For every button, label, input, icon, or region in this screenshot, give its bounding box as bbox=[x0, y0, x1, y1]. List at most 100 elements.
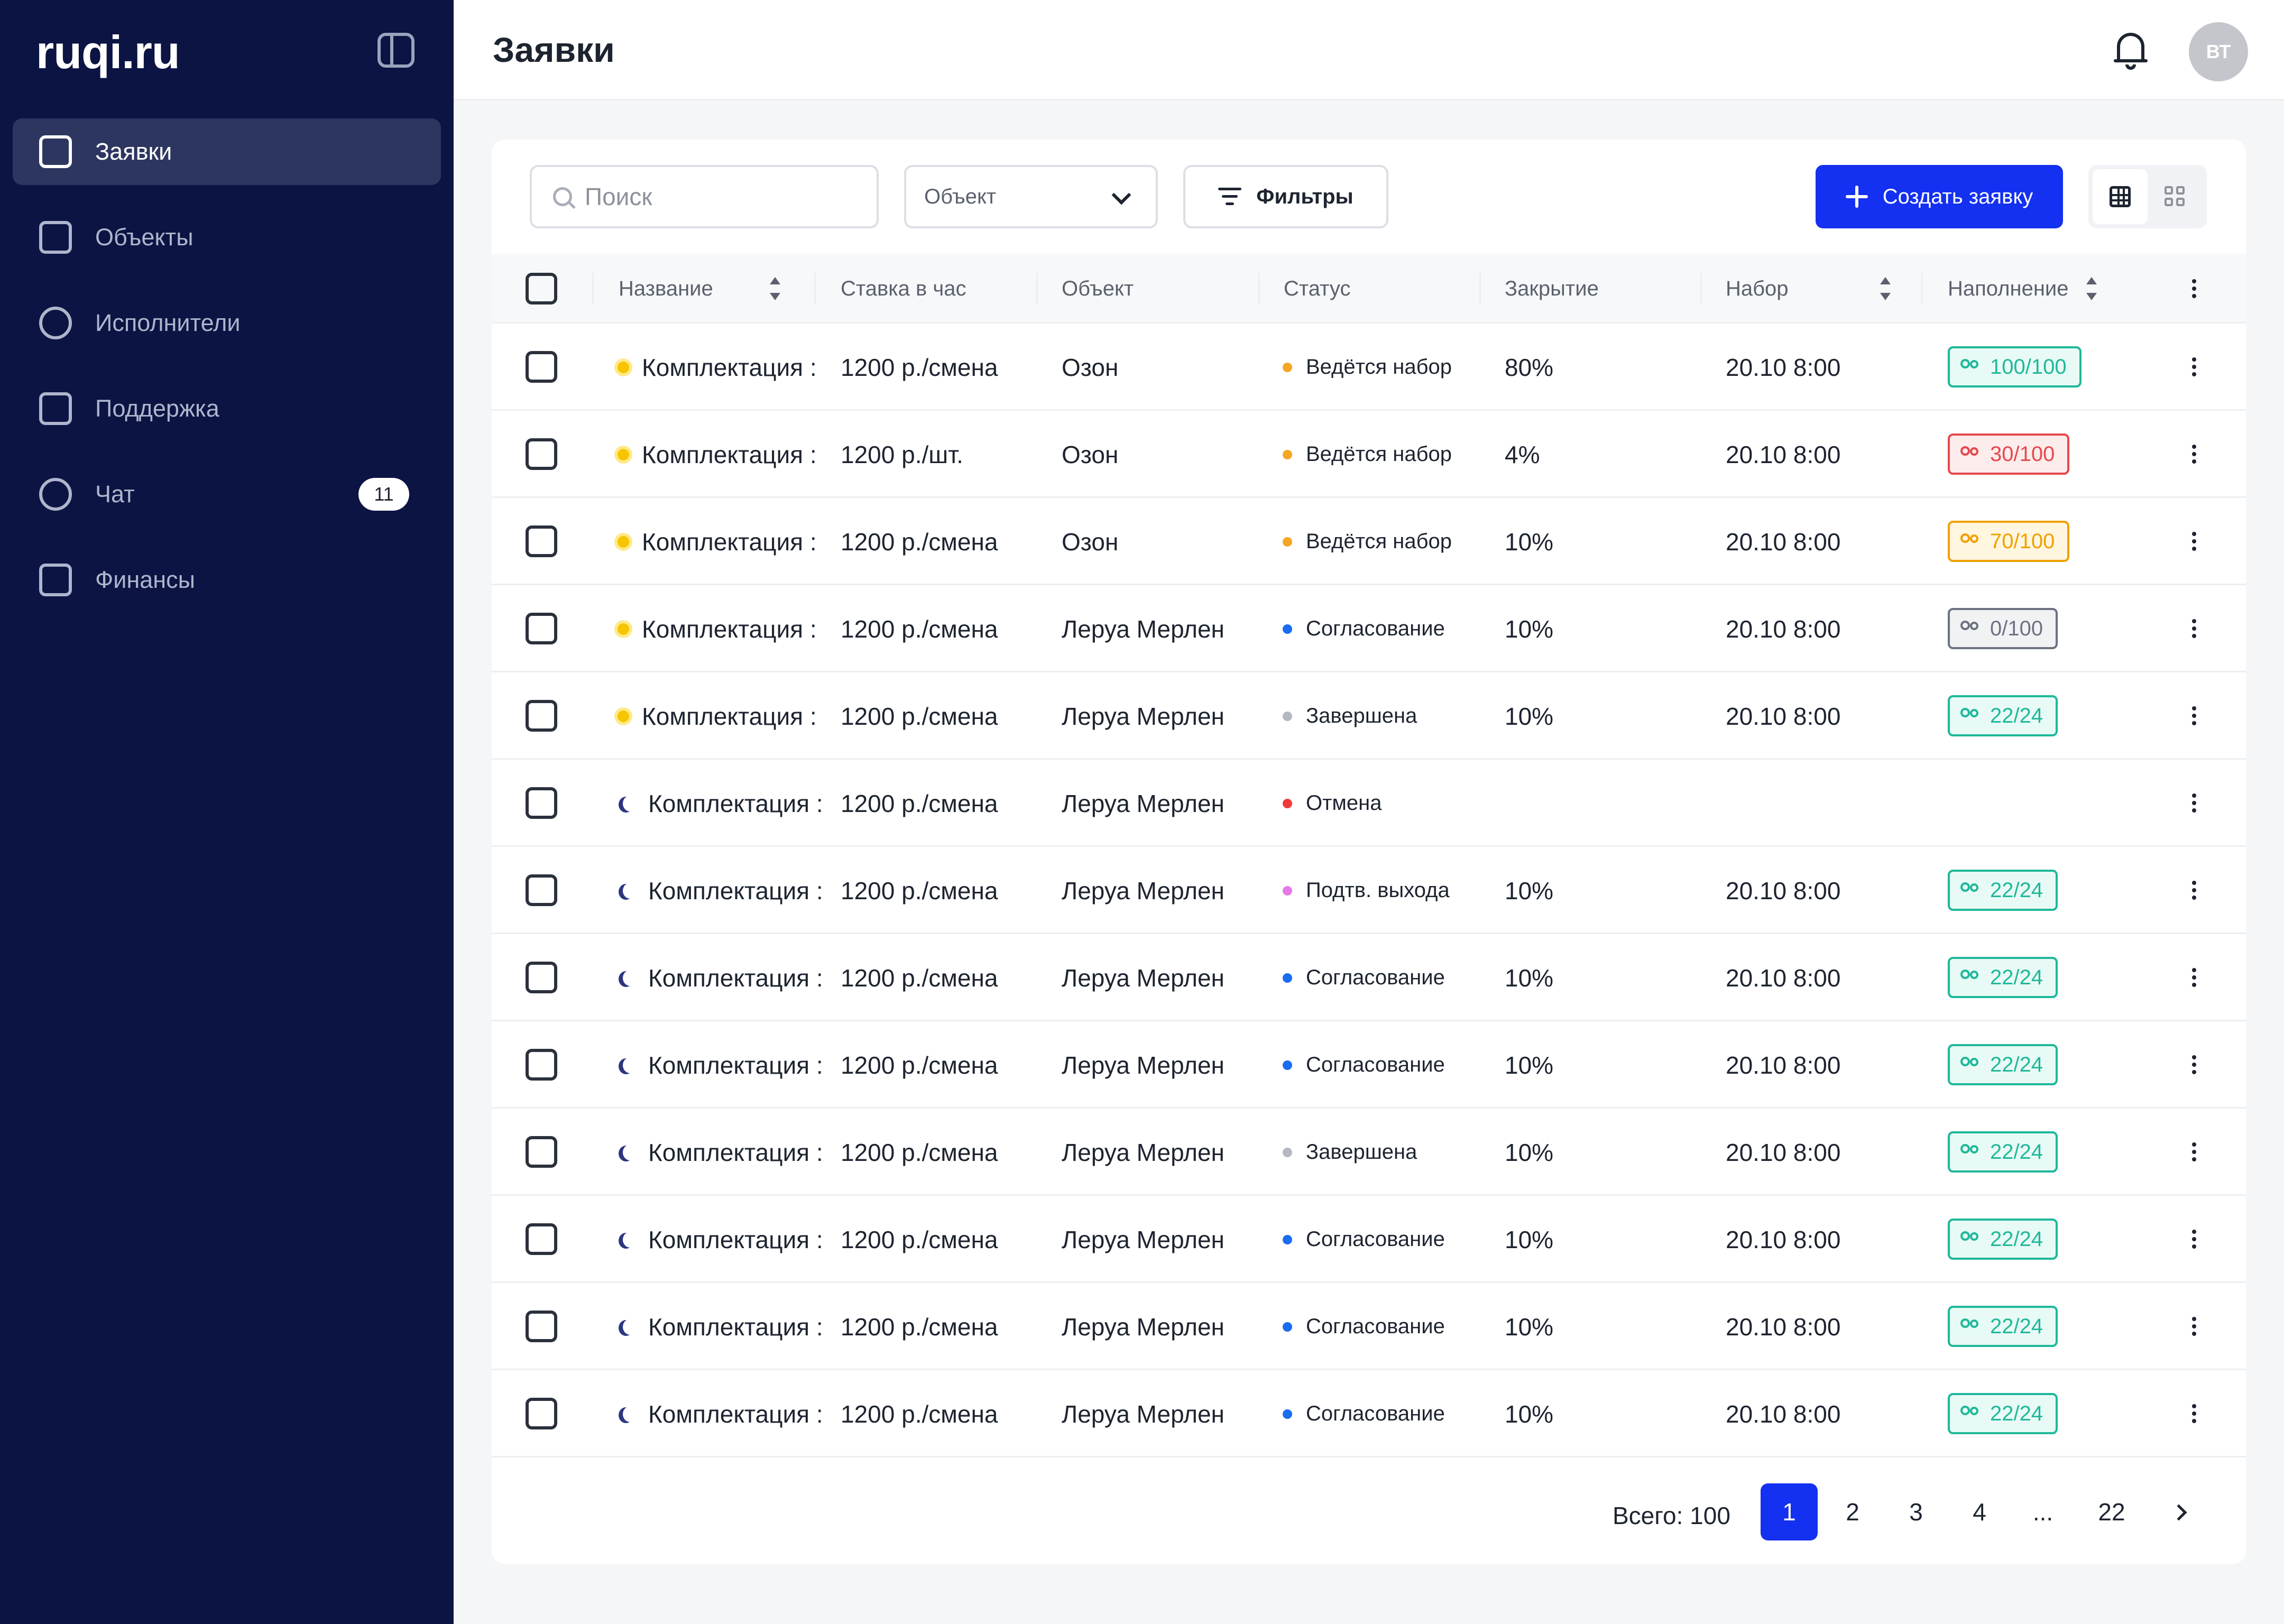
status-label: Ведётся набор bbox=[1306, 442, 1452, 466]
table-row: Комплектация : 1200 р./смена Леруа Мерлен С… bbox=[492, 1283, 2246, 1370]
row-menu-icon[interactable] bbox=[2192, 1317, 2196, 1336]
status-cell: Отмена bbox=[1283, 760, 1382, 847]
recruitment-cell: 20.10 8:00 bbox=[1726, 615, 1841, 643]
sidebar-item-executors[interactable]: Исполнители bbox=[13, 290, 441, 356]
object-select[interactable]: Объект bbox=[904, 165, 1158, 228]
row-menu-icon[interactable] bbox=[2192, 881, 2196, 900]
closing-cell: 10% bbox=[1505, 702, 1554, 730]
recruitment-cell: 20.10 8:00 bbox=[1726, 876, 1841, 905]
sidebar-collapse-icon[interactable] bbox=[377, 33, 415, 68]
sidebar-item-chat[interactable]: Чат 11 bbox=[13, 461, 441, 528]
request-name-cell[interactable]: Комплектация : bbox=[618, 324, 817, 411]
row-checkbox[interactable] bbox=[526, 1049, 557, 1081]
status-cell: Ведётся набор bbox=[1283, 324, 1452, 411]
total-count: Всего: 100 bbox=[1613, 1502, 1730, 1529]
row-checkbox[interactable] bbox=[526, 962, 557, 993]
row-checkbox[interactable] bbox=[526, 1136, 557, 1168]
row-menu-icon[interactable] bbox=[2192, 532, 2196, 551]
request-name-cell[interactable]: Комплектация : bbox=[618, 847, 823, 934]
page-button[interactable]: 3 bbox=[1909, 1498, 1923, 1526]
row-menu-icon[interactable] bbox=[2192, 1230, 2196, 1249]
row-menu-icon[interactable] bbox=[2192, 1142, 2196, 1161]
page-button[interactable]: 1 bbox=[1761, 1483, 1818, 1540]
sidebar-item-finance[interactable]: Финансы bbox=[13, 547, 441, 613]
sidebar-item-support[interactable]: Поддержка bbox=[13, 375, 441, 442]
row-menu-icon[interactable] bbox=[2192, 619, 2196, 638]
unread-badge: 11 bbox=[358, 478, 409, 511]
table-row: Комплектация : 1200 р./смена Леруа Мерлен П… bbox=[492, 847, 2246, 934]
fill-value: 100/100 bbox=[1990, 355, 2067, 379]
filters-button[interactable]: Фильтры bbox=[1183, 165, 1388, 228]
row-checkbox[interactable] bbox=[526, 700, 557, 732]
row-checkbox[interactable] bbox=[526, 438, 557, 470]
request-name-cell[interactable]: Комплектация : bbox=[618, 1021, 823, 1109]
status-cell: Согласование bbox=[1283, 1196, 1445, 1283]
column-header-fill[interactable]: Наполнение bbox=[1948, 276, 2069, 300]
row-checkbox[interactable] bbox=[526, 1311, 557, 1342]
rate-cell: 1200 р./смена bbox=[841, 1400, 998, 1428]
request-name-cell[interactable]: Комплектация : bbox=[618, 498, 817, 585]
search-placeholder: Поиск bbox=[585, 183, 652, 210]
row-checkbox[interactable] bbox=[526, 874, 557, 906]
row-menu-icon[interactable] bbox=[2192, 445, 2196, 464]
closing-cell: 80% bbox=[1505, 353, 1554, 381]
table-view-button[interactable] bbox=[2093, 169, 2148, 224]
object-cell: Леруа Мерлен bbox=[1062, 615, 1224, 643]
avatar[interactable]: ВТ bbox=[2189, 22, 2248, 81]
requests-card: Поиск Объект Фильтры Создать заявку bbox=[492, 140, 2246, 1564]
select-all-checkbox[interactable] bbox=[526, 273, 557, 304]
request-name-cell[interactable]: Комплектация : bbox=[618, 411, 817, 498]
sort-icon[interactable] bbox=[1880, 277, 1891, 300]
request-name-cell[interactable]: Комплектация : bbox=[618, 1283, 823, 1370]
object-cell: Леруа Мерлен bbox=[1062, 1400, 1224, 1428]
status-dot bbox=[1283, 1060, 1292, 1070]
row-checkbox[interactable] bbox=[526, 787, 557, 819]
object-cell: Леруа Мерлен bbox=[1062, 876, 1224, 905]
request-name-cell[interactable]: Комплектация : bbox=[618, 1109, 823, 1196]
sidebar: ruqi.ru Заявки Объекты Исполнители Подде… bbox=[0, 0, 454, 1624]
chevron-right-icon[interactable] bbox=[2170, 1504, 2187, 1521]
column-header-name[interactable]: Название bbox=[619, 276, 713, 300]
sidebar-item-requests[interactable]: Заявки bbox=[13, 118, 441, 185]
fill-value: 22/24 bbox=[1990, 1140, 2043, 1164]
row-checkbox[interactable] bbox=[526, 1223, 557, 1255]
moon-icon bbox=[623, 1057, 638, 1073]
row-checkbox[interactable] bbox=[526, 1398, 557, 1429]
fill-badge: 0/100 bbox=[1948, 608, 2058, 649]
row-menu-icon[interactable] bbox=[2192, 793, 2196, 813]
create-request-button[interactable]: Создать заявку bbox=[1816, 165, 2063, 228]
page-button[interactable]: 2 bbox=[1846, 1498, 1859, 1526]
sort-icon[interactable] bbox=[2086, 277, 2097, 300]
fill-badge: 22/24 bbox=[1948, 1393, 2058, 1434]
fill-badge: 22/24 bbox=[1948, 1131, 2058, 1173]
sidebar-item-objects[interactable]: Объекты bbox=[13, 204, 441, 271]
column-header-recruitment[interactable]: Набор bbox=[1726, 276, 1789, 300]
rate-cell: 1200 р./смена bbox=[841, 964, 998, 992]
status-label: Отмена bbox=[1306, 791, 1382, 815]
request-name-cell[interactable]: Комплектация : bbox=[618, 672, 817, 760]
users-icon bbox=[39, 307, 72, 339]
search-input[interactable]: Поиск bbox=[530, 165, 879, 228]
row-menu-icon[interactable] bbox=[2192, 706, 2196, 725]
row-menu-icon[interactable] bbox=[2192, 357, 2196, 376]
request-name-cell[interactable]: Комплектация : bbox=[618, 1370, 823, 1457]
request-name-cell[interactable]: Комплектация : bbox=[618, 934, 823, 1021]
row-checkbox[interactable] bbox=[526, 525, 557, 557]
row-checkbox[interactable] bbox=[526, 613, 557, 644]
status-dot bbox=[1283, 537, 1292, 547]
column-settings-icon[interactable] bbox=[2192, 279, 2196, 298]
page-button[interactable]: 4 bbox=[1973, 1498, 1986, 1526]
tile-view-button[interactable] bbox=[2148, 169, 2203, 224]
request-name-cell[interactable]: Комплектация : bbox=[618, 760, 823, 847]
row-checkbox[interactable] bbox=[526, 351, 557, 383]
sort-icon[interactable] bbox=[770, 277, 780, 300]
create-request-label: Создать заявку bbox=[1882, 184, 2033, 208]
row-menu-icon[interactable] bbox=[2192, 1404, 2196, 1423]
bell-icon[interactable] bbox=[2114, 33, 2148, 70]
request-name-cell[interactable]: Комплектация : bbox=[618, 1196, 823, 1283]
request-name-cell[interactable]: Комплектация : bbox=[618, 585, 817, 672]
page-button[interactable]: 22 bbox=[2098, 1498, 2125, 1526]
status-dot bbox=[1283, 449, 1292, 459]
row-menu-icon[interactable] bbox=[2192, 1055, 2196, 1074]
row-menu-icon[interactable] bbox=[2192, 968, 2196, 987]
